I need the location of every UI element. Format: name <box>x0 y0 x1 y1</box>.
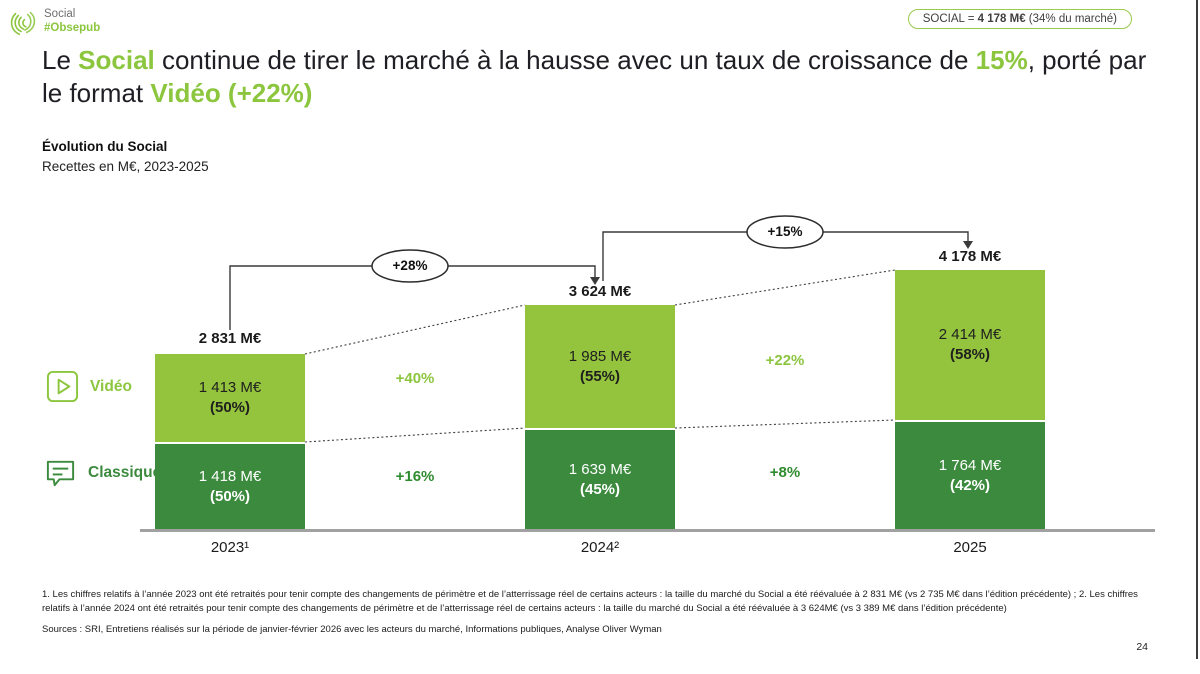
bar-2023-classique: 1 418 M€ (50%) <box>155 442 305 530</box>
bar-2025-video: 2 414 M€ (58%) <box>895 270 1045 420</box>
legend-video: Vidéo <box>46 370 132 403</box>
brand-name: Social <box>44 8 76 20</box>
bar-value: 1 985 M€ <box>568 347 632 365</box>
bar-2025-classique: 1 764 M€ (42%) <box>895 420 1045 530</box>
growth-classique-2023-2024: +16% <box>395 468 435 485</box>
title-text: continue de tirer le marché à la hausse … <box>154 45 976 75</box>
video-play-icon <box>46 370 79 403</box>
x-axis-line <box>140 529 1155 532</box>
legend-classique-label: Classique <box>88 463 162 481</box>
obsepub-logo-icon <box>10 11 36 36</box>
total-2024: 3 624 M€ <box>568 283 632 300</box>
legend-video-label: Vidéo <box>90 377 132 395</box>
sources-line: Sources : SRI, Entretiens réalisés sur l… <box>42 624 662 635</box>
growth-video-2023-2024: +40% <box>395 370 435 387</box>
chart-subtitle: Recettes en M€, 2023-2025 <box>42 159 209 174</box>
bar-value: 2 414 M€ <box>938 326 1002 343</box>
bar-value: 1 418 M€ <box>198 468 262 485</box>
brand-tag: #Obsepub <box>44 21 101 34</box>
bar-share: (50%) <box>209 399 250 416</box>
market-total-badge: SOCIAL = 4 178 M€ (34% du marché) <box>907 9 1132 29</box>
title-text: Le <box>42 45 79 75</box>
title-highlight-video: Vidéo (+22%) <box>150 78 313 108</box>
x-label-2024: 2024² <box>580 539 620 556</box>
chart-title: Évolution du Social <box>42 139 168 154</box>
x-label-2023: 2023¹ <box>210 539 250 556</box>
title-highlight-growth: 15% <box>975 45 1028 75</box>
x-label-2025: 2025 <box>953 539 987 556</box>
bar-share: (58%) <box>949 346 990 363</box>
footnote: 1. Les chiffres relatifs à l’année 2023 … <box>42 589 1138 615</box>
bar-share: (50%) <box>209 488 250 505</box>
bar-2023-video: 1 413 M€ (50%) <box>155 354 305 442</box>
badge-suffix: (34% du marché) <box>1025 13 1117 25</box>
growth-video-2024-2025: +22% <box>765 352 805 369</box>
growth-total-2024-2025: +15% <box>767 224 803 239</box>
total-2023: 2 831 M€ <box>198 330 262 347</box>
page-title: Le Social continue de tirer le marché à … <box>42 44 1162 110</box>
bar-value: 1 639 M€ <box>568 461 632 478</box>
bar-2024-classique: 1 639 M€ (45%) <box>525 428 675 530</box>
growth-total-2023-2024: +28% <box>392 258 428 273</box>
total-2025: 4 178 M€ <box>938 248 1002 265</box>
badge-value: 4 178 M€ <box>977 13 1026 25</box>
page-number: 24 <box>1136 641 1148 653</box>
badge-prefix: SOCIAL = <box>922 13 978 25</box>
brand: Social #Obsepub <box>8 6 100 38</box>
comment-bubble-icon <box>46 460 75 487</box>
title-highlight-social: Social <box>78 45 155 75</box>
legend-classique: Classique <box>44 456 161 489</box>
bar-2024-video: 1 985 M€ (55%) <box>525 305 675 428</box>
title-text: , porté par le format <box>42 45 1147 108</box>
window-right-border <box>1196 0 1198 659</box>
bar-share: (55%) <box>579 367 620 385</box>
bar-value: 1 764 M€ <box>938 457 1002 474</box>
growth-classique-2024-2025: +8% <box>769 464 801 481</box>
bar-value: 1 413 M€ <box>198 379 262 396</box>
bar-share: (42%) <box>949 477 990 494</box>
bar-share: (45%) <box>579 481 620 498</box>
